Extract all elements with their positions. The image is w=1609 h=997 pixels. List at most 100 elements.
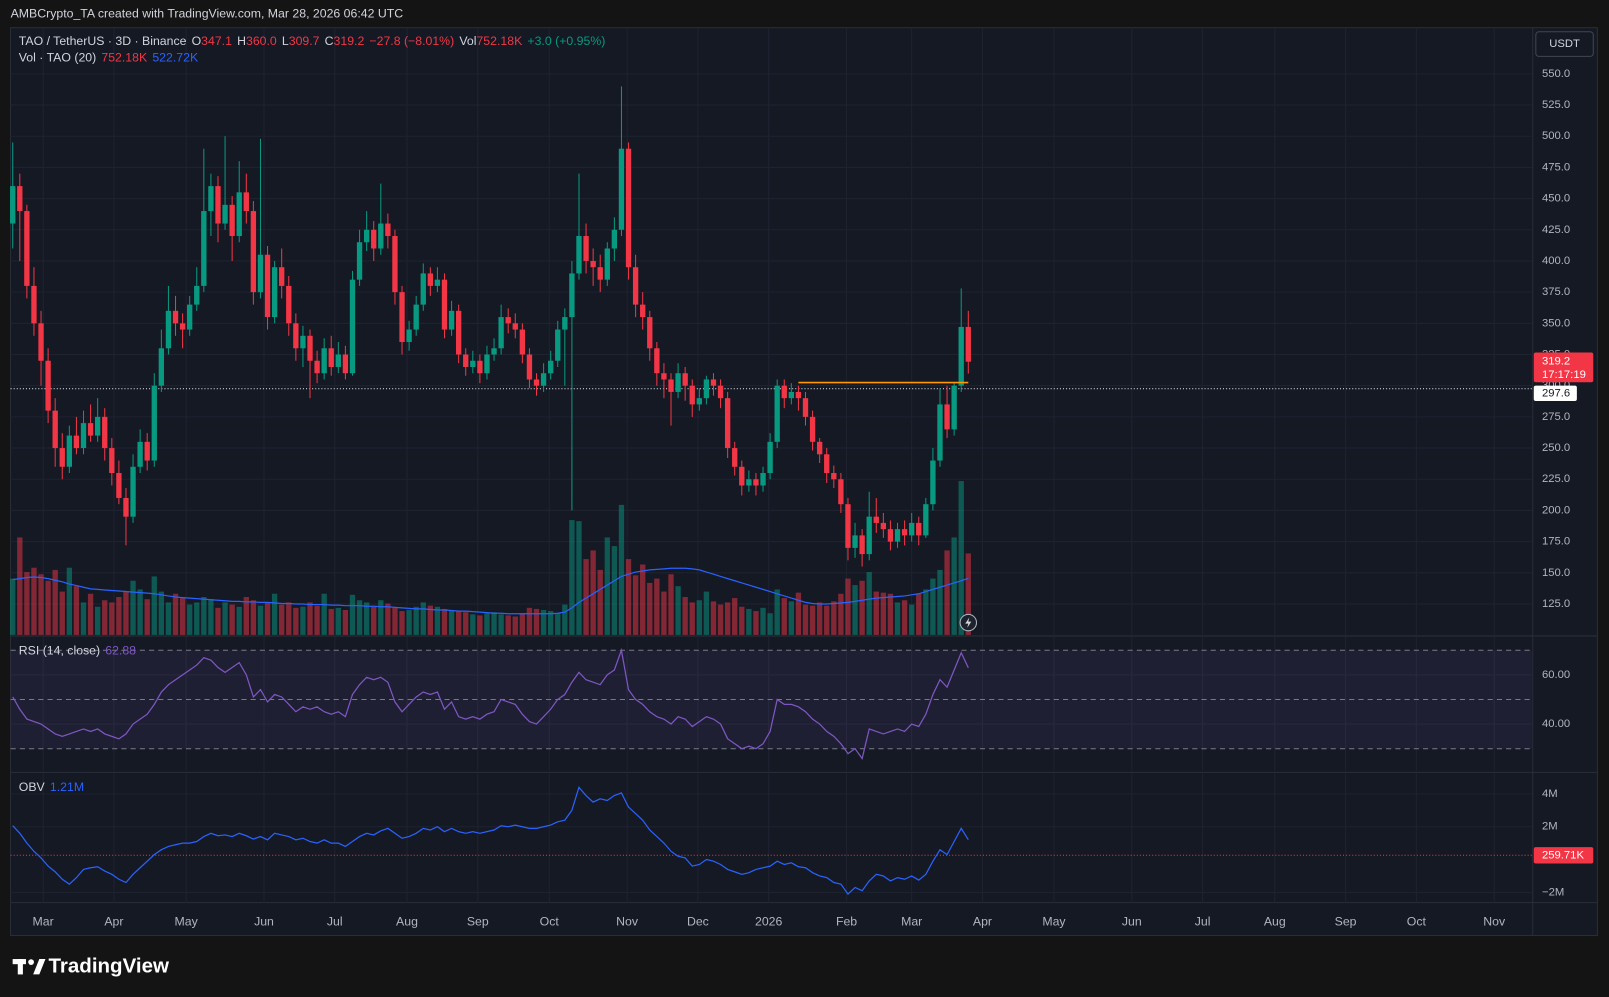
- candle-body: [80, 423, 87, 449]
- x-tick-label: Sep: [467, 914, 489, 928]
- candle-body: [873, 516, 879, 523]
- volume-bar: [774, 589, 780, 635]
- candle-body: [31, 285, 37, 324]
- volume-bar: [682, 596, 688, 635]
- candle-body: [866, 516, 872, 555]
- candle-body: [413, 304, 419, 330]
- indicator-line: [12, 786, 969, 895]
- volume-bar: [625, 559, 632, 635]
- volume-bar: [17, 537, 23, 635]
- candle-body: [583, 236, 589, 261]
- volume-bar: [597, 569, 603, 635]
- volume-bar: [264, 602, 271, 635]
- volume-bar: [215, 607, 221, 635]
- volume-bar: [66, 567, 73, 635]
- x-tick-label: May: [175, 914, 199, 928]
- volume-bar: [894, 602, 901, 635]
- candle-body: [654, 348, 660, 374]
- candle-body: [335, 354, 341, 367]
- candle-body: [371, 229, 377, 249]
- x-tick-label: Jun: [254, 914, 274, 928]
- candle-body: [328, 348, 334, 367]
- candle-body: [455, 310, 462, 355]
- candle-body: [781, 385, 787, 399]
- volume-bar: [852, 585, 858, 635]
- candle-body: [802, 398, 809, 417]
- candle-body: [477, 360, 483, 374]
- volume-bar: [144, 599, 150, 635]
- candle-body: [880, 522, 887, 530]
- y-tick-label: 2M: [1542, 821, 1558, 833]
- candle-body: [385, 223, 391, 237]
- volume-bar: [569, 520, 575, 635]
- candle-body: [201, 211, 207, 286]
- x-tick-label: Oct: [540, 914, 560, 928]
- volume-bar: [703, 591, 710, 635]
- candle-body: [130, 466, 136, 517]
- volume-bar: [137, 589, 143, 635]
- volume-bar: [831, 601, 837, 635]
- candle-body: [434, 279, 441, 286]
- candle-body: [222, 204, 228, 224]
- candle-body: [512, 323, 518, 330]
- volume-bar: [548, 611, 554, 635]
- legend-item: −27.8 (−8.01%): [369, 34, 454, 48]
- volume-bar: [859, 580, 865, 635]
- candle-body: [250, 211, 257, 293]
- volume-bar: [555, 613, 561, 635]
- volume-bar: [286, 602, 292, 635]
- candle-body: [576, 236, 582, 274]
- volume-bar: [73, 586, 80, 635]
- volume-bar: [618, 504, 625, 635]
- volume-bar: [470, 614, 476, 635]
- candle-body: [965, 326, 971, 362]
- legend-item: 62.88: [105, 644, 136, 658]
- volume-bar: [590, 550, 596, 635]
- y-tick-label: 350.0: [1542, 317, 1570, 329]
- x-tick-label: Apr: [973, 914, 992, 928]
- candle-body: [562, 317, 568, 330]
- candle-body: [427, 273, 434, 286]
- candle-body: [463, 354, 469, 367]
- candle-body: [732, 448, 738, 467]
- candle-body: [66, 435, 73, 467]
- volume-bar: [371, 606, 377, 635]
- volume-bar: [583, 559, 589, 635]
- legend-item: 752.18K: [476, 34, 523, 48]
- candle-body: [944, 404, 950, 430]
- candle-body: [760, 473, 766, 486]
- volume-bar: [540, 610, 547, 635]
- volume-bar: [965, 553, 971, 635]
- y-tick-label: 450.0: [1542, 193, 1570, 205]
- candle-body: [845, 504, 851, 548]
- candle-body: [151, 385, 157, 461]
- candle-body: [611, 229, 618, 249]
- volume-bar: [724, 602, 731, 635]
- candle-body: [498, 317, 504, 349]
- y-tick-label: 500.0: [1542, 130, 1570, 142]
- legend-item: 360.0: [246, 34, 277, 48]
- volume-bar: [923, 589, 929, 635]
- legend-item: O: [192, 34, 202, 48]
- candle-body: [342, 354, 349, 374]
- legend-item: H: [237, 34, 246, 48]
- y-tick-label: 150.0: [1542, 567, 1570, 579]
- candle-body: [675, 373, 681, 392]
- y-tick-label: −2M: [1542, 886, 1564, 898]
- volume-bar: [498, 614, 504, 635]
- volume-bar: [243, 596, 249, 635]
- candle-body: [399, 292, 405, 343]
- legend-item: RSI (14, close): [19, 644, 100, 658]
- x-tick-label: Jul: [327, 914, 343, 928]
- candle-body: [647, 317, 653, 349]
- candle-body: [710, 379, 717, 386]
- volume-bar: [307, 602, 313, 635]
- candle-body: [916, 522, 922, 536]
- candle-body: [590, 260, 596, 268]
- x-tick-label: Jul: [1195, 914, 1211, 928]
- volume-bar: [661, 591, 667, 635]
- candle-body: [102, 416, 108, 449]
- volume-bar: [59, 591, 65, 635]
